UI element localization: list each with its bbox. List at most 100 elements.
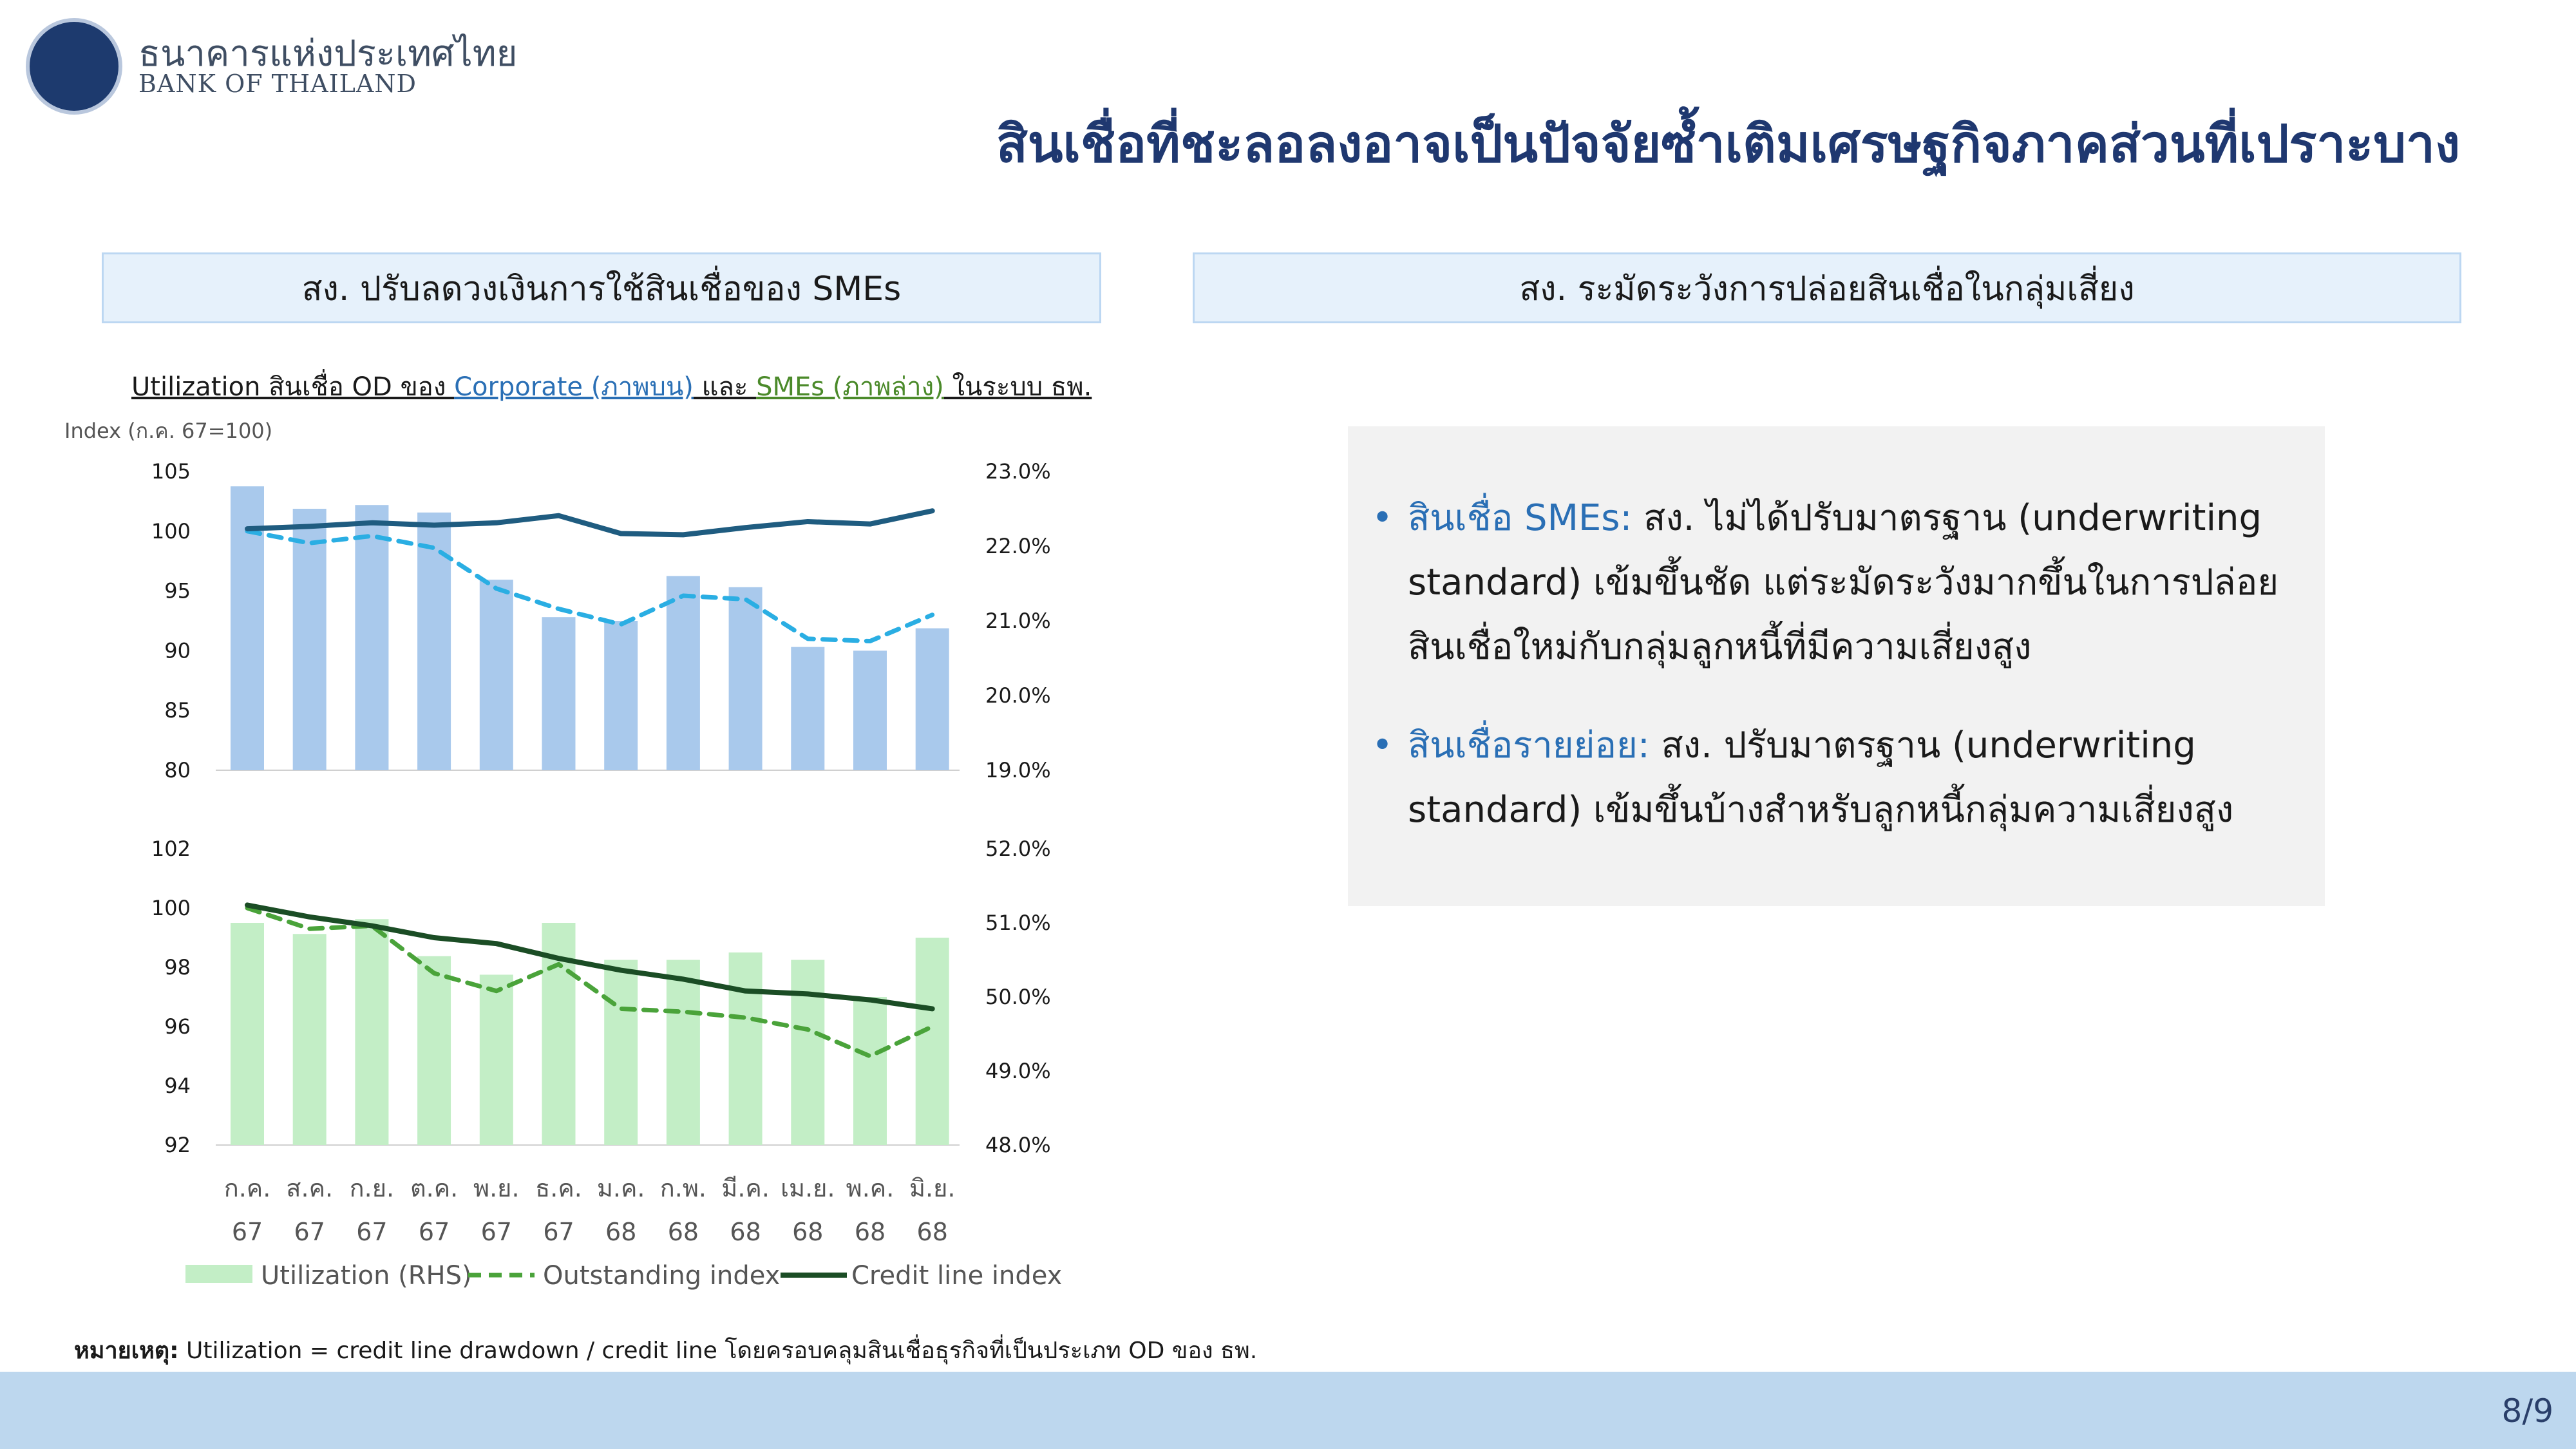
footer-bar	[0, 1372, 2576, 1449]
utilization-bar	[666, 960, 700, 1145]
utilization-bar	[417, 956, 451, 1145]
utilization-bar	[791, 647, 825, 770]
logo-text-thai: ธนาคารแห่งประเทศไทย	[138, 33, 518, 75]
bullet-dot: •	[1372, 497, 1394, 539]
utilization-bar	[355, 505, 389, 770]
chart-subtitle: Utilization สินเชื่อ OD ของ Corporate (ภ…	[131, 366, 1092, 407]
utilization-bar	[728, 952, 762, 1145]
y2-tick-label: 52.0%	[985, 837, 1051, 861]
subtitle-part-3: ในระบบ ธพ.	[943, 372, 1092, 402]
x-tick-month: ก.พ.	[660, 1174, 706, 1202]
subtitle-part-2: และ	[693, 372, 757, 402]
x-tick-year: 67	[356, 1218, 387, 1246]
x-tick-year: 67	[543, 1218, 574, 1246]
footnote-text: Utilization = credit line drawdown / cre…	[178, 1338, 1258, 1364]
subtitle-corporate: Corporate (ภาพบน)	[454, 372, 694, 402]
outstanding-index-line	[245, 905, 935, 1059]
x-tick-year: 67	[294, 1218, 325, 1246]
utilization-bar	[791, 960, 825, 1145]
bot-logo-seal	[26, 18, 122, 115]
utilization-bar	[915, 628, 949, 770]
utilization-bar	[915, 938, 949, 1145]
y-tick-label: 92	[164, 1133, 191, 1157]
left-panel-heading: สง. ปรับลดวงเงินการใช้สินเชื่อของ SMEs	[102, 252, 1101, 323]
x-tick-month: เม.ย.	[781, 1174, 835, 1202]
legend-label-utilization: Utilization (RHS)	[261, 1261, 472, 1291]
footnote-label: หมายเหตุ:	[74, 1338, 179, 1364]
x-tick-year: 68	[668, 1218, 699, 1246]
bullet-text: สง. ไม่ได้ปรับมาตรฐาน (underwriting stan…	[1408, 497, 2279, 668]
y-tick-label: 98	[164, 955, 191, 980]
utilization-bar	[231, 923, 264, 1145]
y2-tick-label: 22.0%	[985, 534, 1051, 558]
credit-line-index-line	[245, 508, 935, 538]
x-tick-month: พ.ย.	[473, 1174, 519, 1202]
utilization-bar	[292, 509, 327, 770]
utilization-bar	[542, 617, 576, 770]
x-tick-year: 68	[855, 1218, 886, 1246]
subtitle-smes: SMEs (ภาพล่าง)	[756, 372, 944, 402]
y-tick-label: 90	[164, 638, 191, 663]
y-tick-label: 105	[151, 459, 191, 484]
info-box	[1348, 426, 2325, 906]
y2-tick-label: 23.0%	[985, 459, 1051, 484]
x-tick-month: ธ.ค.	[535, 1174, 582, 1202]
y2-tick-label: 21.0%	[985, 609, 1051, 633]
utilization-charts: Index (ก.ค. 67=100) 80 85 90 95 100 105 19.0% 20…	[64, 419, 1062, 1291]
x-tick-month: ม.ค.	[597, 1174, 645, 1202]
x-tick-year: 67	[419, 1218, 450, 1246]
page-number: 8/9	[2501, 1392, 2553, 1430]
legend-label-credit-line: Credit line index	[851, 1261, 1062, 1291]
x-tick-month: มิ.ย.	[909, 1174, 955, 1202]
y-tick-label: 102	[151, 837, 191, 861]
bullet-dot: •	[1372, 724, 1394, 766]
x-tick-month: ต.ค.	[410, 1174, 458, 1202]
x-tick-year: 67	[232, 1218, 263, 1246]
credit-line-index-line	[245, 902, 935, 1012]
bullet-text: สง. ปรับมาตรฐาน (underwriting standard) …	[1408, 724, 2234, 831]
x-tick-month: ก.ค.	[224, 1174, 271, 1202]
logo-text-english: BANK OF THAILAND	[138, 70, 417, 98]
bullet-lead: สินเชื่อรายย่อย:	[1408, 724, 1650, 766]
page-title: สินเชื่อที่ชะลอลงอาจเป็นปัจจัยซ้ำเติมเศร…	[996, 114, 2460, 174]
footnote: หมายเหตุ: Utilization = credit line draw…	[74, 1332, 1257, 1368]
utilization-bar	[853, 650, 887, 770]
utilization-bar	[292, 934, 327, 1145]
y-tick-label: 85	[164, 698, 191, 723]
y-axis-title: Index (ก.ค. 67=100)	[64, 419, 272, 443]
y-tick-label: 94	[164, 1074, 191, 1098]
x-tick-year: 68	[917, 1218, 948, 1246]
outstanding-index-line	[245, 529, 935, 644]
x-tick-year: 68	[605, 1218, 636, 1246]
y2-tick-label: 19.0%	[985, 758, 1051, 782]
utilization-bar	[604, 960, 638, 1145]
x-tick-month: ส.ค.	[286, 1174, 333, 1202]
utilization-bar	[479, 974, 513, 1145]
y-tick-label: 80	[164, 758, 191, 782]
subtitle-part-1: Utilization สินเชื่อ OD ของ	[131, 372, 455, 402]
bullet-retail-credit: • สินเชื่อรายย่อย: สง. ปรับมาตรฐาน (unde…	[1372, 714, 2299, 855]
y2-tick-label: 51.0%	[985, 911, 1051, 935]
y-tick-label: 95	[164, 579, 191, 603]
x-tick-month: มี.ค.	[721, 1174, 770, 1202]
y2-tick-label: 49.0%	[985, 1059, 1051, 1083]
utilization-bar	[666, 576, 700, 770]
right-panel-heading: สง. ระมัดระวังการปล่อยสินเชื่อในกลุ่มเสี…	[1193, 252, 2461, 323]
x-tick-month: ก.ย.	[350, 1174, 394, 1202]
legend-swatch-utilization	[185, 1265, 252, 1283]
y2-tick-label: 48.0%	[985, 1133, 1051, 1157]
bullet-lead: สินเชื่อ SMEs:	[1408, 497, 1633, 539]
utilization-bar	[479, 580, 513, 770]
utilization-bar	[728, 587, 762, 770]
legend-label-outstanding: Outstanding index	[543, 1261, 780, 1291]
y-tick-label: 96	[164, 1014, 191, 1039]
x-tick-year: 68	[730, 1218, 761, 1246]
x-tick-year: 68	[792, 1218, 823, 1246]
utilization-bar	[355, 919, 389, 1145]
x-tick-month: พ.ค.	[846, 1174, 895, 1202]
y2-tick-label: 20.0%	[985, 683, 1051, 708]
y2-tick-label: 50.0%	[985, 985, 1051, 1009]
x-tick-year: 67	[481, 1218, 512, 1246]
y-tick-label: 100	[151, 896, 191, 920]
utilization-bar	[417, 512, 451, 770]
